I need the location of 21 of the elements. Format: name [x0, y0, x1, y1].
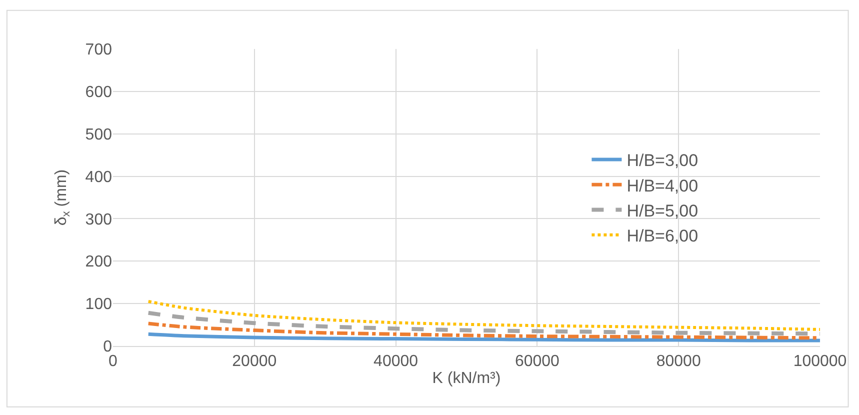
line-series	[146, 310, 820, 336]
line-series	[146, 332, 820, 342]
x-tick-label: 20000	[232, 353, 277, 370]
y-tick-label: 0	[103, 338, 112, 356]
y-tick-label: 100	[85, 296, 112, 314]
x-tick-label: 60000	[514, 353, 560, 370]
y-tick-label: 300	[85, 211, 112, 228]
y-tick-label: 400	[85, 168, 112, 186]
x-axis-title: K (kN/m³)	[432, 370, 501, 387]
y-tick-label: 200	[85, 254, 112, 271]
x-tick-label: 80000	[656, 353, 701, 370]
x-tick-label: 40000	[374, 353, 418, 370]
y-tick-label: 600	[85, 84, 112, 102]
legend-label: H/B=5,00	[626, 201, 698, 220]
legend-label: H/B=4,00	[626, 176, 698, 196]
y-tick-label: 500	[85, 126, 112, 144]
legend-label: H/B=3,00	[626, 151, 698, 170]
y-tick-label: 700	[85, 42, 112, 59]
x-tick-label: 100000	[793, 353, 847, 370]
line-series	[146, 300, 820, 331]
legend-label: H/B=6,00	[626, 226, 698, 246]
